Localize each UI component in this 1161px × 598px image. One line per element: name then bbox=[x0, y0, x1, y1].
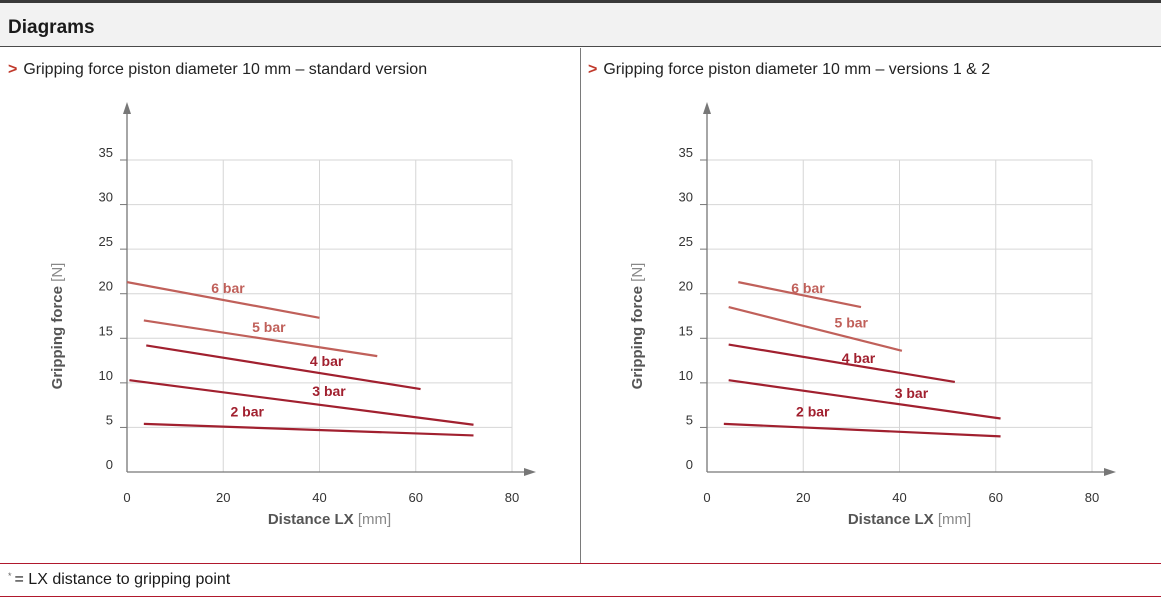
heading-marker: > bbox=[8, 61, 18, 78]
y-tick-label: 25 bbox=[99, 234, 113, 249]
panel-heading-text: Gripping force piston diameter 10 mm – v… bbox=[603, 61, 991, 78]
x-axis-title: Distance LX [mm] bbox=[268, 511, 391, 528]
series-label: 4 bar bbox=[310, 353, 344, 369]
x-tick-label: 20 bbox=[796, 490, 810, 505]
x-tick-label: 40 bbox=[892, 490, 906, 505]
series-line bbox=[738, 281, 862, 309]
series-label: 5 bar bbox=[252, 319, 286, 335]
y-axis-unit: [N] bbox=[629, 263, 646, 282]
x-axis-label: Distance LX bbox=[848, 511, 938, 528]
y-tick-label: 35 bbox=[679, 145, 693, 160]
series-label: 6 bar bbox=[791, 280, 825, 296]
panel-heading-text: Gripping force piston diameter 10 mm – s… bbox=[23, 61, 428, 78]
x-axis-unit: [mm] bbox=[938, 511, 971, 528]
y-tick-label: 15 bbox=[679, 323, 693, 338]
series-label: 5 bar bbox=[835, 315, 869, 331]
panel-heading-versions: > Gripping force piston diameter 10 mm – … bbox=[588, 61, 990, 79]
x-axis-title: Distance LX [mm] bbox=[848, 511, 971, 528]
series-line bbox=[728, 379, 1001, 420]
gripping-force-chart-standard: 0 5 10 15 20 25 30 35 0 20 40 60 80 Distance LX [mm] G… bbox=[49, 102, 536, 528]
y-tick-label: 35 bbox=[99, 145, 113, 160]
y-tick-label: 15 bbox=[99, 323, 113, 338]
x-tick-label: 0 bbox=[123, 490, 130, 505]
x-tick-label: 80 bbox=[505, 490, 519, 505]
panel-heading-standard: > Gripping force piston diameter 10 mm – … bbox=[8, 61, 427, 79]
series-label: 3 bar bbox=[312, 383, 346, 399]
panel-divider bbox=[580, 48, 581, 563]
gripping-force-chart-versions: 0 5 10 15 20 25 30 35 0 20 40 60 80 Distance LX [mm] G… bbox=[629, 102, 1116, 528]
series-label: 4 bar bbox=[842, 350, 876, 366]
series-line bbox=[728, 306, 903, 352]
heading-marker: > bbox=[588, 61, 598, 78]
x-axis-unit: [mm] bbox=[358, 511, 391, 528]
y-tick-label: 5 bbox=[686, 412, 693, 427]
y-tick-label: 10 bbox=[99, 368, 113, 383]
top-rule bbox=[0, 0, 1161, 3]
series-line bbox=[129, 379, 474, 426]
x-tick-label: 40 bbox=[312, 490, 326, 505]
x-tick-label: 60 bbox=[989, 490, 1003, 505]
series-line bbox=[126, 281, 320, 319]
y-axis-title: Gripping force [N] bbox=[629, 263, 646, 390]
y-tick-label: 20 bbox=[679, 279, 693, 294]
section-title: Diagrams bbox=[8, 17, 95, 38]
y-tick-label: 30 bbox=[679, 190, 693, 205]
footnote-text: = LX distance to gripping point bbox=[14, 571, 231, 588]
y-tick-label: 0 bbox=[106, 457, 113, 472]
footer-rule bbox=[0, 596, 1161, 597]
y-tick-label: 5 bbox=[106, 412, 113, 427]
x-tick-label: 20 bbox=[216, 490, 230, 505]
footer-rule bbox=[0, 563, 1161, 564]
y-axis-label: Gripping force bbox=[629, 282, 646, 390]
y-axis-label: Gripping force bbox=[49, 282, 66, 390]
series-label: 6 bar bbox=[211, 280, 245, 296]
section-header: Diagrams bbox=[0, 3, 1161, 47]
footnote: * = LX distance to gripping point bbox=[8, 571, 230, 589]
y-tick-label: 30 bbox=[99, 190, 113, 205]
y-tick-label: 0 bbox=[686, 457, 693, 472]
y-tick-label: 20 bbox=[99, 279, 113, 294]
series-line bbox=[146, 344, 421, 391]
x-axis-label: Distance LX bbox=[268, 511, 358, 528]
y-axis-arrow bbox=[703, 102, 711, 114]
series-line bbox=[728, 343, 956, 384]
y-axis-title: Gripping force [N] bbox=[49, 263, 66, 390]
series-line bbox=[143, 319, 378, 358]
series-line bbox=[723, 422, 1001, 438]
series-line bbox=[143, 422, 474, 437]
y-tick-label: 10 bbox=[679, 368, 693, 383]
series-label: 2 bar bbox=[796, 404, 830, 420]
x-tick-label: 0 bbox=[703, 490, 710, 505]
x-tick-label: 60 bbox=[409, 490, 423, 505]
y-tick-label: 25 bbox=[679, 234, 693, 249]
x-axis-arrow bbox=[524, 468, 536, 476]
series-label: 3 bar bbox=[895, 385, 929, 401]
series-label: 2 bar bbox=[230, 404, 264, 420]
footnote-marker: * bbox=[8, 571, 12, 581]
x-tick-label: 80 bbox=[1085, 490, 1099, 505]
y-axis-arrow bbox=[123, 102, 131, 114]
y-axis-unit: [N] bbox=[49, 263, 66, 282]
x-axis-arrow bbox=[1104, 468, 1116, 476]
